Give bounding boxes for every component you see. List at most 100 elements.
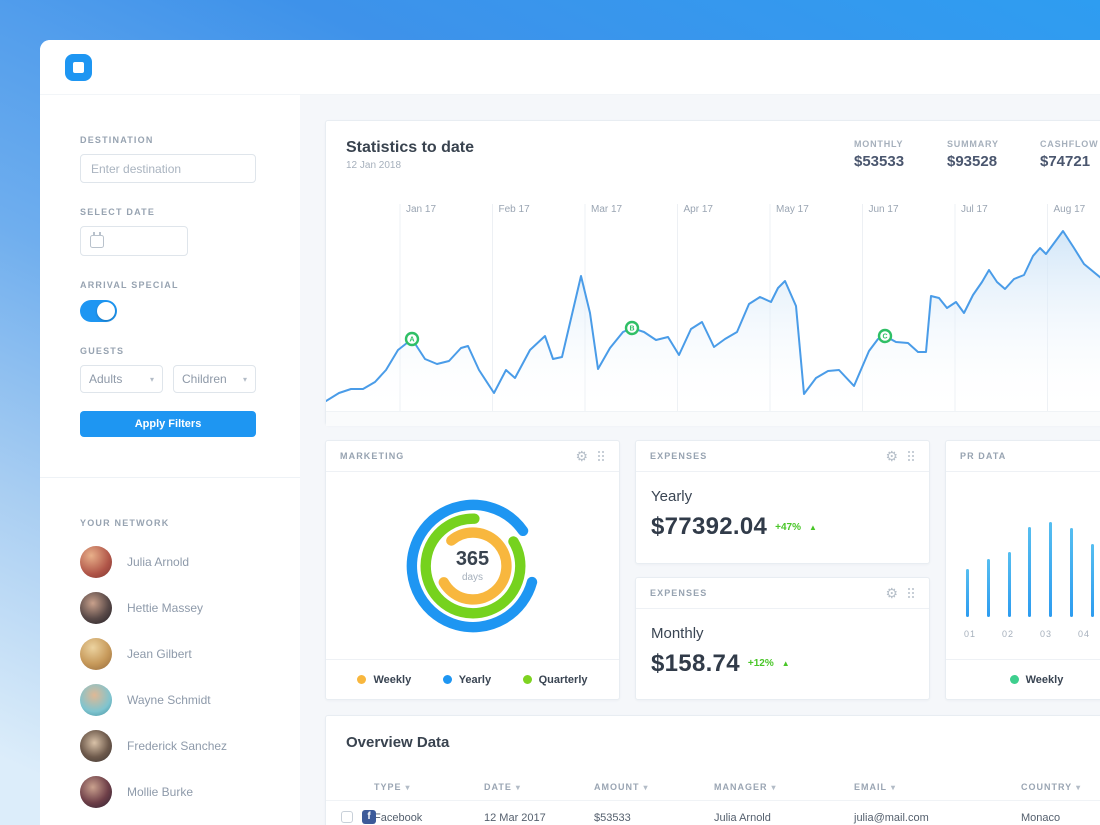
kpi-row: MONTHLY $53533 SUMMARY $93528 CASHFLOW $…	[854, 139, 1100, 170]
chevron-down-icon: ▾	[149, 374, 154, 384]
expenses-delta: +12%	[747, 658, 774, 669]
network-item[interactable]: Frederick Sanchez	[80, 730, 300, 762]
chevron-down-icon: ▾	[891, 782, 897, 792]
adults-select-value: Adults	[89, 372, 123, 386]
pr-bar	[966, 569, 969, 617]
donut-ring-yearly	[406, 499, 539, 632]
facebook-icon: f	[362, 810, 376, 824]
guests-label: GUESTS	[80, 346, 125, 356]
drag-handle-icon[interactable]	[907, 450, 915, 462]
date-input[interactable]	[80, 226, 188, 256]
row-checkbox[interactable]	[341, 811, 353, 823]
chart-marker-C[interactable]: C	[877, 328, 893, 344]
donut-center-value: 365	[455, 548, 490, 570]
gear-icon[interactable]: ⚙	[575, 448, 588, 464]
svg-text:B: B	[629, 326, 634, 333]
legend-label: Quarterly	[538, 673, 588, 686]
weekly-dot-icon	[1009, 675, 1019, 684]
column-header-country[interactable]: COUNTRY ▾	[1021, 781, 1082, 792]
children-select[interactable]: Children ▾	[173, 365, 256, 393]
drag-handle-icon[interactable]	[597, 450, 605, 462]
your-network-label: YOUR NETWORK	[80, 518, 170, 528]
network-item[interactable]: Wayne Schmidt	[80, 684, 300, 716]
month-tick-label: May 17	[776, 204, 809, 215]
column-header-amount[interactable]: AMOUNT ▾	[594, 781, 649, 792]
donut-ring-weekly	[433, 526, 512, 605]
toggle-knob	[97, 302, 115, 320]
legend-item-weekly[interactable]: Weekly	[357, 674, 411, 686]
destination-input[interactable]	[80, 154, 256, 183]
table-row[interactable]: f Facebook 12 Mar 2017 $53533 Julia Arno…	[326, 801, 1100, 825]
chart-axis-strip	[326, 411, 1100, 426]
chevron-down-icon: ▾	[771, 782, 777, 792]
kpi-value-cashflow: $74721	[1040, 153, 1091, 170]
avatar	[80, 776, 112, 808]
chart-marker-B[interactable]: B	[624, 320, 640, 336]
sidebar-divider	[40, 477, 300, 478]
pr-bar	[1007, 552, 1011, 617]
month-tick-label: Aug 17	[1054, 204, 1086, 215]
expenses-yearly-card: EXPENSES ⚙ Yearly $77392.04 +47% ▲	[635, 440, 930, 564]
line-chart[interactable]: Jan 17 Feb 17 Mar 17 Apr 17 May 17 Jun 17 Jul …	[325, 196, 1100, 411]
legend-label: Weekly	[1025, 673, 1064, 686]
gear-icon[interactable]: ⚙	[885, 584, 898, 601]
donut-chart[interactable]: 365 days	[326, 472, 619, 659]
network-name: Mollie Burke	[127, 785, 194, 799]
adults-select[interactable]: Adults ▾	[80, 365, 163, 393]
chart-marker-A[interactable]: A	[404, 331, 420, 347]
drag-handle-icon[interactable]	[907, 586, 915, 599]
destination-label: DESTINATION	[80, 135, 154, 145]
cell-email: julia@mail.com	[854, 812, 929, 824]
pr-bar	[1049, 522, 1053, 617]
children-select-value: Children	[182, 372, 227, 386]
statistics-card: Statistics to date 12 Jan 2018 MONTHLY $…	[325, 120, 1100, 426]
kpi-label-cashflow: CASHFLOW	[1040, 139, 1099, 149]
legend-label: Weekly	[373, 673, 412, 686]
weekly-dot-icon	[357, 675, 367, 684]
expenses-delta: +47%	[775, 521, 802, 533]
top-bar	[40, 40, 1100, 95]
kpi-value-summary: $93528	[947, 153, 998, 170]
month-tick-label: Mar 17	[591, 204, 623, 215]
network-item[interactable]: Julia Arnold	[80, 546, 300, 578]
kpi-label-monthly: MONTHLY	[854, 139, 904, 149]
avatar	[80, 684, 112, 716]
network-item[interactable]: Hettie Massey	[80, 592, 300, 624]
month-tick-label: Jul 17	[961, 204, 988, 215]
pr-card-title: PR DATA	[960, 451, 1007, 461]
pr-bar-chart[interactable]: 01 02 03 04	[946, 472, 1100, 659]
network-item[interactable]: Jean Gilbert	[80, 638, 300, 670]
month-tick-label: Apr 17	[684, 204, 714, 215]
pr-bar	[1070, 528, 1074, 617]
pr-x-tick-label: 02	[1002, 629, 1015, 639]
column-header-manager[interactable]: MANAGER ▾	[714, 781, 777, 792]
pr-bar	[1090, 544, 1094, 617]
pr-x-tick-label: 04	[1078, 629, 1091, 639]
expenses-card-title: EXPENSES	[650, 587, 708, 598]
legend-item-weekly[interactable]: Weekly	[1009, 673, 1064, 686]
chevron-down-icon: ▾	[643, 782, 649, 792]
chevron-down-icon: ▾	[405, 782, 411, 792]
main-content: Statistics to date 12 Jan 2018 MONTHLY $…	[300, 95, 1100, 825]
apply-filters-button[interactable]: Apply Filters	[80, 411, 256, 437]
expenses-period: Yearly	[651, 488, 693, 505]
app-logo-icon[interactable]	[65, 53, 92, 81]
pr-x-tick-label: 01	[964, 629, 977, 639]
trend-up-icon: ▲	[809, 522, 817, 532]
marketing-legend: Weekly Yearly Quarterly	[326, 659, 619, 699]
gear-icon[interactable]: ⚙	[885, 448, 898, 464]
legend-item-yearly[interactable]: Yearly	[442, 674, 491, 686]
kpi-label-summary: SUMMARY	[947, 139, 999, 149]
expenses-period: Monthly	[651, 624, 704, 642]
network-item[interactable]: Mollie Burke	[80, 776, 300, 808]
arrival-special-toggle[interactable]	[80, 300, 117, 322]
column-header-email[interactable]: EMAIL ▾	[854, 781, 897, 792]
avatar	[80, 592, 112, 624]
month-tick-label: Feb 17	[499, 204, 531, 215]
column-header-date[interactable]: DATE ▾	[484, 781, 521, 792]
column-header-type[interactable]: TYPE ▾	[374, 781, 411, 792]
legend-item-quarterly[interactable]: Quarterly	[522, 673, 588, 686]
network-name: Hettie Massey	[127, 601, 204, 615]
statistics-title: Statistics to date	[346, 139, 475, 156]
